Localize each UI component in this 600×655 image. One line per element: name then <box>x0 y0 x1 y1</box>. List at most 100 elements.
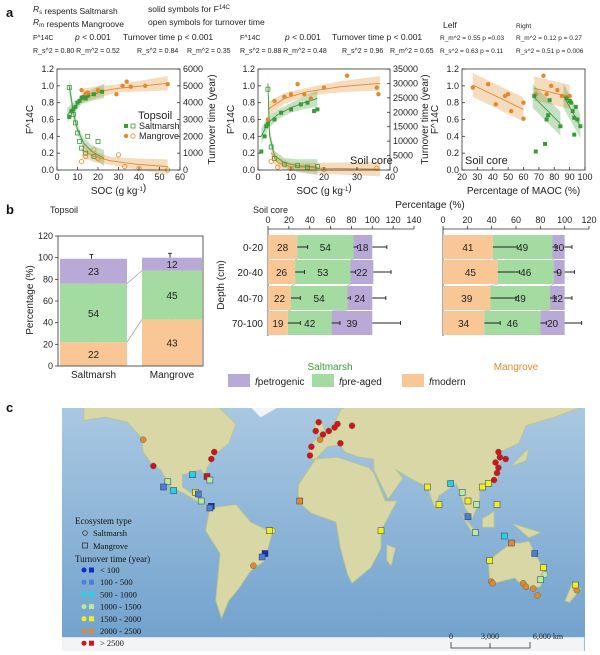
note-open-symbols: open symbols for turnover time <box>148 17 265 27</box>
landmass <box>205 504 273 620</box>
data-point-circle <box>374 85 379 90</box>
y-tick-label: 0.8 <box>446 98 459 108</box>
mangrove-symbol <box>82 542 88 549</box>
legend-mangrove-solid-marker <box>123 133 129 139</box>
legend-class-label: 1000 - 1500 <box>100 602 141 612</box>
data-point-square <box>71 107 76 112</box>
y-tick-label: 0.4 <box>242 131 255 141</box>
data-point-circle <box>344 73 350 78</box>
legend-class-label: 500 - 1000 <box>100 589 137 599</box>
y2-tick-label: 6000 <box>183 64 203 74</box>
connector-line <box>549 283 554 287</box>
y-tick-label: 0.6 <box>41 115 54 125</box>
note-mangrove: Rm respents Mangroove <box>33 17 124 29</box>
legend-swatch-modern <box>402 374 424 387</box>
x-axis-label: Percentage of MAOC (%) <box>467 186 580 197</box>
y-tick-label: 1.0 <box>41 81 54 91</box>
y-tick-label: 40 <box>43 318 53 328</box>
x-tick-label: 40 <box>305 215 315 225</box>
connector-line <box>540 309 551 312</box>
data-point-circle <box>115 152 122 158</box>
bar-segment-modern <box>443 286 491 310</box>
legend-label-pre_aged: fpre-aged <box>339 377 382 388</box>
landmass <box>482 510 495 528</box>
connector-line <box>484 309 491 312</box>
y-tick-label: 0.0 <box>242 165 255 175</box>
y-tick-label: 0.2 <box>446 148 459 158</box>
error-bar <box>490 296 517 300</box>
y2-axis-label: Turnover time (year) <box>207 74 218 164</box>
x-tick-label: 90 <box>565 172 575 182</box>
data-point-square <box>264 124 269 129</box>
y2-tick-label: 2000 <box>183 131 203 141</box>
error-bar <box>372 321 401 325</box>
a2-stat: Turnover time p < 0.001 <box>332 32 422 42</box>
mangrove-site <box>170 487 177 494</box>
data-point-circle <box>541 73 546 78</box>
legend-class-square <box>89 591 94 597</box>
bar-value-label: 49 <box>517 243 529 254</box>
error-bar <box>553 270 558 274</box>
data-point-circle <box>282 94 287 99</box>
data-point-circle <box>544 92 549 97</box>
data-point-square <box>281 161 287 167</box>
map-legend: Ecosystem type Saltmarsh Mangrove Turnover … <box>75 516 150 648</box>
bar-value-label: 9 <box>556 268 562 279</box>
b-percentage-label: Percentage (%) <box>395 200 464 211</box>
scale-label: 3,000 <box>481 632 499 641</box>
y2-tick-label: 5000 <box>393 151 413 161</box>
legend-class-circle <box>81 616 87 622</box>
data-point-square <box>575 117 580 122</box>
mangrove-site <box>206 476 214 484</box>
bar-value-label: 39 <box>346 319 358 330</box>
x-tick-label: 120 <box>581 215 596 225</box>
y-tick-label: 20 <box>43 339 53 349</box>
error-bar <box>564 270 575 274</box>
mangrove-site <box>160 483 167 491</box>
mangrove-site <box>189 471 196 478</box>
y2-axis-label: Turnover time (year) <box>420 74 431 164</box>
data-point-square <box>77 138 82 144</box>
bar-value-label: 12 <box>552 294 564 305</box>
fit-line <box>81 149 168 168</box>
bar-segment-modern <box>268 311 288 335</box>
connector-line <box>347 283 351 287</box>
y-axis-label: F^14C <box>430 105 441 134</box>
bar-value-label: 26 <box>276 268 288 279</box>
error-bar <box>350 270 357 274</box>
x-tick-label: 0 <box>265 215 270 225</box>
data-point-circle <box>79 158 85 165</box>
connector-line <box>350 258 354 261</box>
saltmarsh-site <box>495 464 502 471</box>
y-tick-label: 1.2 <box>446 64 459 74</box>
y-tick-label: 0.2 <box>242 148 255 158</box>
x-tick-label: 60 <box>326 215 336 225</box>
data-point-circle <box>485 81 491 87</box>
legend-class-label: > 2500 <box>100 638 124 648</box>
mangrove-site <box>377 527 385 534</box>
fit-line <box>532 95 561 125</box>
y-tick-label: 0.8 <box>41 98 54 108</box>
x-tick-label: 40 <box>134 172 144 182</box>
y-tick-label: 0.6 <box>446 115 459 125</box>
connector-line <box>126 319 143 343</box>
data-point-circle <box>559 93 565 99</box>
data-point-square <box>66 85 72 90</box>
data-point-circle <box>302 92 307 97</box>
y2-tick-label: 4000 <box>183 98 203 108</box>
data-point-square <box>259 149 264 154</box>
bar-segment-petrogenic <box>353 235 373 259</box>
data-point-circle <box>85 90 90 95</box>
x-tick-label: 60 <box>511 215 521 225</box>
bar-value-label: 49 <box>515 294 527 305</box>
legend-class-circle <box>81 567 87 573</box>
y2-tick-label: 5000 <box>183 81 203 91</box>
data-point-circle <box>124 79 129 84</box>
data-point-square <box>100 89 105 94</box>
bar-value-label: 28 <box>277 243 289 254</box>
x-axis-label: SOC (g kg-1) <box>91 183 146 197</box>
data-point-circle <box>376 92 381 97</box>
x-tick-label: 70 <box>534 172 544 182</box>
a3-stat-right: Right <box>516 23 531 30</box>
